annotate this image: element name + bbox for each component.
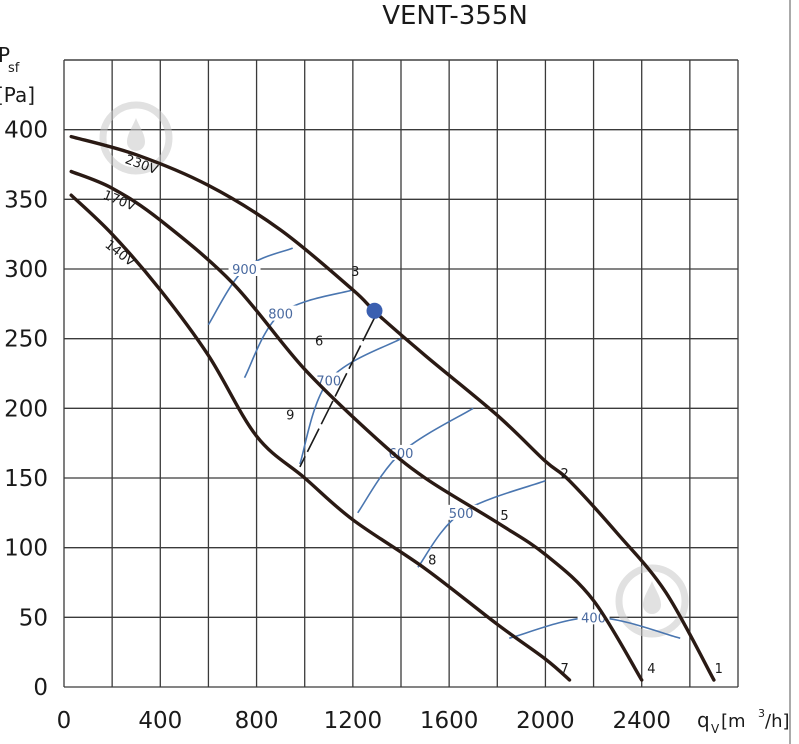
- rpm-label-bg: [445, 504, 478, 520]
- y-tick-label: 50: [19, 605, 48, 631]
- x-tick-label: 0: [57, 708, 72, 734]
- y-tick-label: 400: [4, 118, 48, 144]
- curve-230V: [69, 134, 716, 682]
- point-label-8: 8: [428, 553, 436, 568]
- point-label-1: 1: [715, 662, 723, 677]
- y-axis-label-main: P: [0, 43, 10, 67]
- point-label-6: 6: [315, 335, 323, 350]
- x-tick-label: 2000: [516, 708, 575, 734]
- rpm-label-bg: [264, 305, 297, 321]
- curve-label-230V: 230V: [123, 152, 160, 178]
- x-axis-label-unit: [m: [721, 711, 746, 732]
- watermark: [99, 101, 689, 638]
- grid: [63, 59, 739, 688]
- tick-labels: 0 400 800 1200 1600 2000 240005010015020025030…: [4, 118, 671, 734]
- curve-170V: [69, 169, 644, 682]
- y-tick-label: 200: [4, 396, 48, 422]
- x-axis-label-end: /h]: [765, 711, 790, 732]
- system-characteristic-line: [299, 317, 376, 468]
- rpm-label-400: 400: [581, 611, 606, 626]
- y-tick-label: 100: [4, 536, 48, 562]
- rpm-label-bg: [385, 444, 417, 460]
- watermark-drop-icon: [99, 101, 173, 175]
- y-tick-label: 350: [4, 187, 48, 213]
- x-axis-label: q V [m 3 /h]: [697, 707, 790, 736]
- y-axis-label: P sf [Pa]: [0, 43, 35, 107]
- x-tick-label: 1200: [324, 708, 383, 734]
- rpm-label-900: 900: [232, 263, 257, 278]
- point-label-4: 4: [647, 662, 655, 677]
- rpm-label-800: 800: [268, 308, 293, 323]
- point-label-3: 3: [351, 265, 359, 280]
- x-tick-label: 2400: [612, 708, 671, 734]
- rpm-label-bg: [228, 261, 261, 276]
- x-axis-label-sup: 3: [758, 707, 765, 720]
- x-axis-label-sub: V: [711, 722, 720, 736]
- rpm-label-500: 500: [449, 507, 474, 522]
- point-label-2: 2: [561, 467, 569, 482]
- x-tick-label: 400: [138, 708, 182, 734]
- rpm-curve-500: [417, 480, 546, 568]
- marked-operating-point: [366, 302, 383, 319]
- x-tick-label: 800: [235, 708, 279, 734]
- y-axis-label-unit: [Pa]: [0, 83, 35, 107]
- chart-title: VENT-355N: [382, 1, 528, 31]
- y-tick-label: 300: [4, 257, 48, 283]
- y-tick-label: 250: [4, 327, 48, 353]
- system-line: [299, 317, 376, 468]
- point-label-9: 9: [286, 408, 294, 423]
- operating-point-labels: 1 2 3 4 5 6 7 8 9: [286, 265, 723, 677]
- watermark-drop-icon: [615, 564, 689, 638]
- y-tick-label: 150: [4, 466, 48, 492]
- curve-140V: [69, 193, 572, 682]
- y-tick-label: 0: [33, 675, 48, 701]
- rpm-label-600: 600: [389, 447, 414, 462]
- y-axis-label-sub: sf: [8, 61, 20, 76]
- point-label-7: 7: [561, 662, 569, 677]
- x-tick-label: 1600: [420, 708, 479, 734]
- point-label-5: 5: [500, 509, 508, 524]
- x-axis-label-main: q: [697, 708, 710, 732]
